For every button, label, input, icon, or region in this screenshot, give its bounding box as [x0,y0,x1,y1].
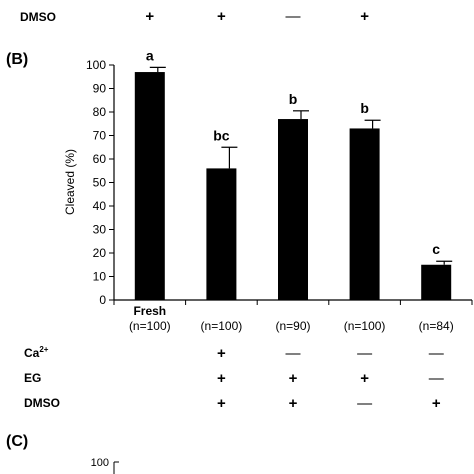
top-sign-1: + [145,8,154,25]
category-n-5: (n=84) [419,319,454,333]
treatment-label-sup: 2+ [39,345,48,354]
significance-letter-5: c [432,241,440,257]
y-tick-label-60: 60 [93,152,107,166]
category-n-2: (n=100) [201,319,243,333]
bar-1 [134,72,165,300]
y-tick-label-90: 90 [93,82,107,96]
significance-letter-2: bc [213,127,230,143]
treatment-eg-sign-2: + [217,370,226,387]
y-tick-label-100: 100 [86,58,106,72]
category-n-3: (n=90) [275,319,310,333]
top-signs-row: + + — + [145,8,369,25]
treatment-table: Ca2+ + — — — EG + + + — DMSO + + — + [24,345,444,412]
significance-letter-4: b [360,100,369,116]
treatment-eg-sign-5: — [429,370,444,387]
treatment-label-dmso: DMSO [24,396,60,410]
y-tick-label-10: 10 [93,270,107,284]
top-dmso-label: DMSO [20,10,56,24]
y-tick-label-40: 40 [93,199,107,213]
treatment-label-eg: EG [24,371,41,385]
treatment-ca-sign-3: — [286,345,301,362]
bar-2 [206,168,237,300]
panel-c-label: (C) [6,433,28,450]
y-tick-label-20: 20 [93,246,107,260]
treatment-ca-sign-5: — [429,345,444,362]
category-n-1: (n=100) [129,319,171,333]
panel-c-ytick-100: 100 [91,457,109,469]
y-tick-label-0: 0 [99,293,106,307]
y-tick-label-70: 70 [93,129,107,143]
x-tick-labels: Fresh(n=100) (n=100) (n=90) (n=100) (n=84) [129,304,454,333]
y-tick-label-30: 30 [93,223,107,237]
bar-5 [421,264,452,300]
panel-b-label: (B) [6,51,28,68]
top-sign-4: + [360,8,369,25]
category-n-4: (n=100) [344,319,386,333]
y-tick-label-50: 50 [93,176,107,190]
bar-3 [278,119,308,300]
treatment-eg-sign-3: + [289,370,298,387]
category-name-1: Fresh [133,304,166,318]
significance-letter-1: a [146,47,154,63]
panel-c-axis-stub [113,461,119,474]
treatment-label-ca: Ca2+ [24,345,49,360]
treatment-ca-sign-4: — [357,345,372,362]
bar-4 [349,128,380,300]
treatment-dmso-sign-3: + [289,395,298,412]
treatment-dmso-sign-5: + [432,395,441,412]
x-axis [113,299,473,305]
significance-letter-3: b [289,91,298,107]
treatment-eg-sign-4: + [360,370,369,387]
treatment-dmso-sign-4: — [357,395,372,412]
y-tick-label-80: 80 [93,105,107,119]
y-axis-label: Cleaved (%) [63,149,77,215]
treatment-ca-sign-2: + [217,345,226,362]
y-axis: 0 10 20 30 40 50 60 70 80 90 100 [86,58,115,307]
top-sign-3: — [286,8,301,25]
treatment-dmso-sign-2: + [217,395,226,412]
top-sign-2: + [217,8,226,25]
